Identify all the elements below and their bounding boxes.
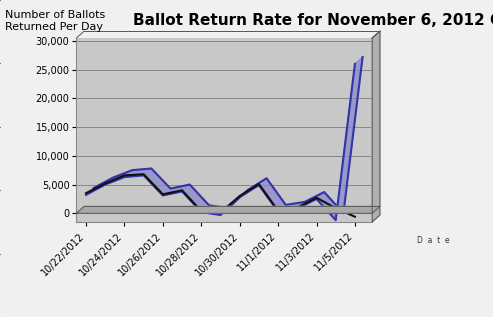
Text: D  a  t  e: D a t e	[417, 236, 449, 244]
Polygon shape	[76, 206, 380, 213]
Text: Number of Ballots
Returned Per Day: Number of Ballots Returned Per Day	[5, 10, 105, 32]
Polygon shape	[86, 57, 363, 220]
Polygon shape	[372, 31, 380, 222]
Text: Ballot Return Rate for November 6, 2012 General Election: Ballot Return Rate for November 6, 2012 …	[133, 13, 493, 28]
